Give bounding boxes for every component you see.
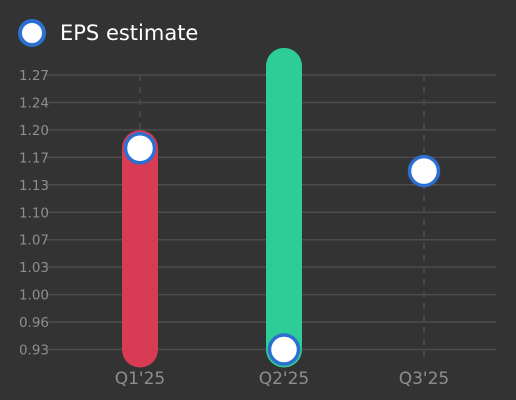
legend-label-eps-estimate: EPS estimate: [60, 21, 199, 45]
eps-estimate-point-Q125: [123, 131, 157, 165]
eps-estimate-point-Q225: [267, 333, 301, 366]
y-tick-label-1-10: 1.10: [19, 205, 49, 221]
y-tick-label-1-07: 1.07: [19, 233, 49, 249]
y-tick-label-1-17: 1.17: [19, 150, 49, 166]
legend: EPS estimate: [18, 19, 198, 47]
legend-marker-eps-estimate: [18, 19, 46, 47]
y-tick-label-1-27: 1.27: [19, 68, 49, 84]
x-tick-label-Q125: Q1'25: [115, 369, 166, 389]
x-tick-label-Q225: Q2'25: [259, 369, 310, 389]
eps-estimate-point-Q325: [407, 154, 441, 188]
x-tick-label-Q325: Q3'25: [399, 369, 450, 389]
y-tick-label-1-13: 1.13: [19, 178, 49, 194]
range-bar-Q225: [266, 47, 302, 368]
range-bar-Q125: [122, 130, 158, 368]
y-tick-label-0-96: 0.96: [19, 315, 49, 331]
y-tick-label-0-93: 0.93: [19, 343, 49, 359]
y-tick-label-1-00: 1.00: [19, 288, 49, 304]
y-tick-label-1-03: 1.03: [19, 260, 49, 276]
y-tick-label-1-24: 1.24: [19, 95, 49, 111]
y-tick-label-1-20: 1.20: [19, 123, 49, 139]
